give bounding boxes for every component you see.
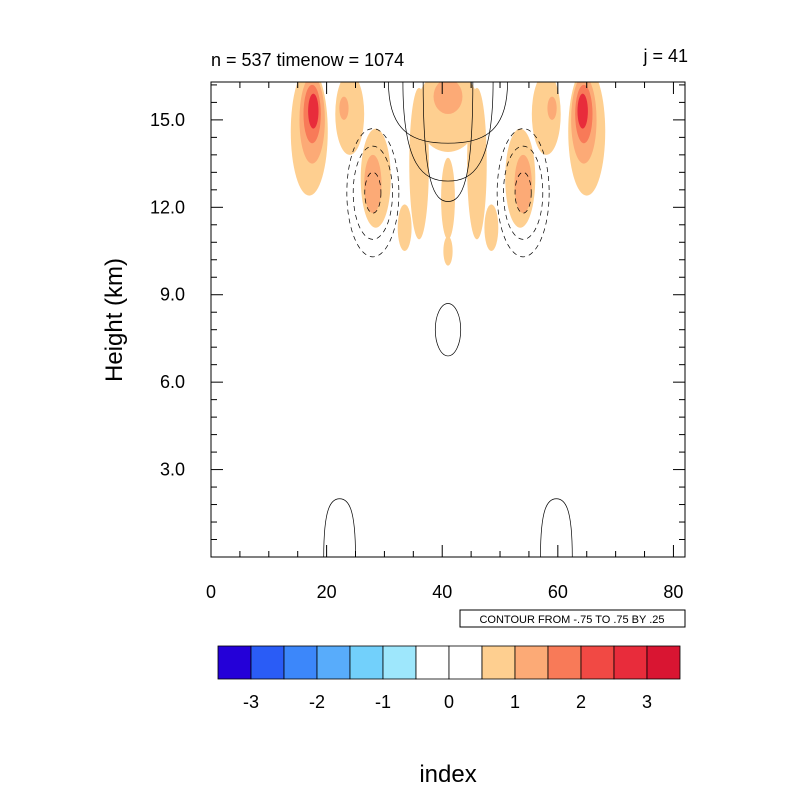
filled-region-level-4 bbox=[308, 93, 319, 129]
colorbar-label: 0 bbox=[444, 692, 454, 712]
dashed-contour-line bbox=[503, 145, 544, 240]
contour-info-text: CONTOUR FROM -.75 TO .75 BY .25 bbox=[479, 614, 664, 626]
y-tick-label: 3.0 bbox=[160, 460, 185, 480]
filled-region-level-2 bbox=[339, 96, 349, 120]
colorbar-swatch bbox=[349, 645, 384, 680]
dashed-contour-line bbox=[514, 171, 532, 214]
x-tick-label: 80 bbox=[663, 582, 683, 602]
filled-region-level-2 bbox=[547, 96, 557, 120]
dashed-contour-line bbox=[352, 145, 393, 240]
solid-contour-line bbox=[422, 82, 474, 202]
filled-region-level-1 bbox=[443, 236, 453, 266]
y-tick-label: 15.0 bbox=[150, 110, 185, 130]
filled-region-level-1 bbox=[335, 82, 365, 155]
dashed-contour-line bbox=[496, 128, 550, 258]
colorbar-label: -2 bbox=[309, 692, 325, 712]
filled-region-level-2 bbox=[364, 154, 382, 214]
colorbar-swatch bbox=[217, 645, 252, 680]
colorbar-swatch bbox=[316, 645, 351, 680]
x-tick-label: 40 bbox=[432, 582, 452, 602]
colorbar-swatch bbox=[415, 645, 450, 680]
solid-contour-line bbox=[388, 82, 508, 144]
y-tick-label: 12.0 bbox=[150, 197, 185, 217]
contour-lines bbox=[323, 82, 573, 557]
filled-region-level-1 bbox=[397, 204, 412, 252]
axis-ticks bbox=[210, 82, 685, 557]
solid-contour-line bbox=[323, 498, 356, 557]
colorbar-label: -1 bbox=[375, 692, 391, 712]
filled-region-level-2 bbox=[433, 82, 463, 115]
colorbar-swatch bbox=[514, 645, 549, 680]
colorbar-swatch bbox=[250, 645, 285, 680]
colorbar-label: -3 bbox=[243, 692, 259, 712]
colorbar-swatch bbox=[481, 645, 516, 680]
colorbar-labels: -3 -2 -1 0 1 2 3 bbox=[243, 692, 652, 712]
colorbar-swatch bbox=[613, 645, 648, 680]
x-tick-label: 0 bbox=[206, 582, 216, 602]
y-axis-title: Height (km) bbox=[101, 258, 128, 382]
colorbar-swatch bbox=[580, 645, 615, 680]
colorbar-swatch bbox=[547, 645, 582, 680]
x-tick-label: 60 bbox=[548, 582, 568, 602]
filled-region-level-2 bbox=[514, 154, 532, 214]
filled-region-level-1 bbox=[416, 82, 480, 152]
dashed-contour-line bbox=[346, 128, 400, 258]
colorbar bbox=[217, 645, 681, 680]
filled-region-level-4 bbox=[577, 93, 588, 129]
y-tick-label: 9.0 bbox=[160, 285, 185, 305]
dashed-contour-line bbox=[364, 171, 382, 214]
x-tick-labels: 0 20 40 60 80 bbox=[206, 582, 683, 602]
x-axis-title: index bbox=[419, 761, 476, 788]
colorbar-label: 3 bbox=[642, 692, 652, 712]
filled-region-level-1 bbox=[531, 82, 561, 155]
x-tick-label: 20 bbox=[317, 582, 337, 602]
filled-region-level-1 bbox=[441, 157, 455, 240]
solid-contour-line bbox=[540, 498, 573, 557]
colorbar-label: 2 bbox=[576, 692, 586, 712]
colorbar-label: 1 bbox=[510, 692, 520, 712]
filled-region-level-1 bbox=[484, 204, 499, 252]
colorbar-swatch bbox=[448, 645, 483, 680]
colorbar-swatch bbox=[646, 645, 681, 680]
y-tick-labels: 3.0 6.0 9.0 12.0 15.0 bbox=[150, 110, 185, 480]
plot-frame bbox=[210, 81, 686, 558]
colorbar-swatch bbox=[283, 645, 318, 680]
y-tick-label: 6.0 bbox=[160, 372, 185, 392]
plot-title-left: n = 537 timenow = 1074 bbox=[211, 50, 404, 70]
plot-title-right: j = 41 bbox=[642, 46, 688, 66]
colorbar-swatch bbox=[382, 645, 417, 680]
solid-contour-line bbox=[402, 82, 494, 182]
solid-contour-line bbox=[434, 303, 462, 357]
contour-info-box bbox=[459, 609, 686, 628]
